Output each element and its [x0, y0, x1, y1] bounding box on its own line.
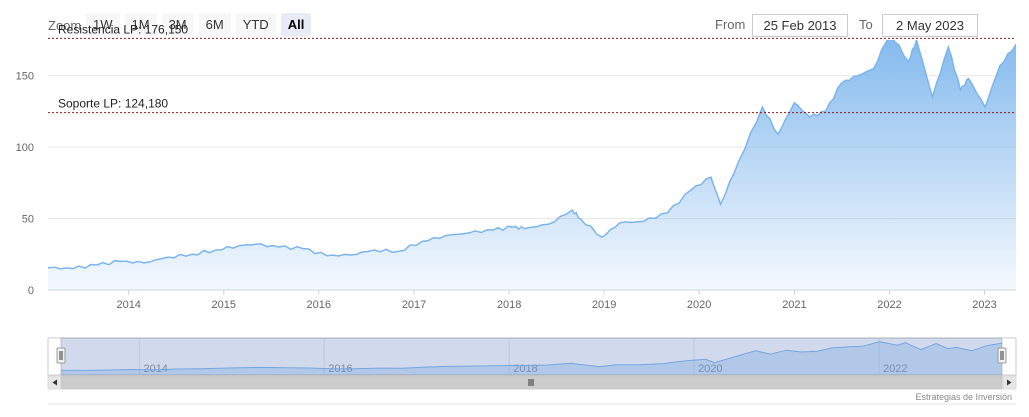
- zoom-button-6m[interactable]: 6M: [198, 13, 231, 36]
- zoom-label: Zoom: [48, 18, 82, 33]
- navigator-series-line: [60, 341, 1003, 371]
- to-label: To: [859, 17, 873, 32]
- scrollbar[interactable]: [47, 375, 1017, 390]
- series-line: [48, 40, 1016, 270]
- zoom-button-1m[interactable]: 1M: [124, 13, 157, 36]
- x-tick-label: 2018: [497, 299, 521, 311]
- navigator-x-tick-label: 2018: [513, 363, 537, 375]
- scrollbar-left-arrow-icon[interactable]: [47, 375, 62, 390]
- navigator-selection-mask[interactable]: [60, 337, 1003, 376]
- range-selector: Zoom 1W 1M 3M 6M YTD All From 25 Feb 2013 To …: [0, 0, 1029, 44]
- navigator-handle-right[interactable]: [997, 347, 1007, 364]
- navigator-series-area: [61, 341, 1002, 375]
- navigator-x-tick-label: 2022: [883, 363, 907, 375]
- scrollbar-grip-icon: [528, 379, 534, 386]
- x-tick-label: 2017: [402, 299, 426, 311]
- plot-line-label: Soporte LP: 124,180: [58, 97, 168, 111]
- handle-body[interactable]: [997, 347, 1007, 364]
- plot-lines: Resistencia LP: 176,150 Soporte LP: 124,1…: [48, 22, 1016, 114]
- series-area: [48, 40, 1016, 290]
- x-tick-label: 2015: [211, 299, 235, 311]
- navigator-handle-left[interactable]: [56, 347, 66, 364]
- arrow-right-glyph: [1007, 379, 1012, 386]
- navigator-x-tick-label: 2014: [143, 363, 167, 375]
- y-tick-label: 150: [16, 71, 34, 83]
- x-tick-label: 2019: [592, 299, 616, 311]
- x-tick-label: 2014: [116, 299, 140, 311]
- y-tick-label: 100: [16, 142, 34, 154]
- zoom-button-all[interactable]: All: [280, 13, 312, 36]
- arrow-left-glyph: [52, 379, 57, 386]
- credits-text[interactable]: Estrategias de Inversión: [915, 392, 1012, 402]
- x-tick-label: 2023: [972, 299, 996, 311]
- zoom-button-ytd[interactable]: YTD: [235, 13, 276, 36]
- x-tick-label: 2021: [782, 299, 806, 311]
- navigator-x-tick-label: 2020: [698, 363, 722, 375]
- x-tick-label: 2016: [307, 299, 331, 311]
- y-axis: 0 50 100 150: [16, 71, 34, 297]
- plot-line-label: Resistencia LP: 176,150: [58, 22, 188, 36]
- x-axis: 2014 2015 2016 2017 2018 2019 2020 2021 2022 2023: [48, 289, 1016, 311]
- to-date-input[interactable]: 2 May 2023: [882, 14, 978, 37]
- zoom-buttons: 1W 1M 3M 6M YTD All: [86, 13, 316, 36]
- zoom-button-1w[interactable]: 1W: [86, 13, 120, 36]
- from-date-input[interactable]: 25 Feb 2013: [752, 14, 848, 37]
- handle-body[interactable]: [56, 347, 66, 364]
- navigator[interactable]: 2014 2016 2018 2020 2022: [47, 337, 1017, 376]
- from-label: From: [715, 17, 746, 32]
- y-tick-label: 50: [22, 214, 34, 226]
- scrollbar-right-arrow-icon[interactable]: [1002, 375, 1017, 390]
- x-tick-label: 2022: [877, 299, 901, 311]
- zoom-button-3m[interactable]: 3M: [161, 13, 194, 36]
- x-tick-label: 2020: [687, 299, 711, 311]
- y-tick-label: 0: [28, 285, 34, 297]
